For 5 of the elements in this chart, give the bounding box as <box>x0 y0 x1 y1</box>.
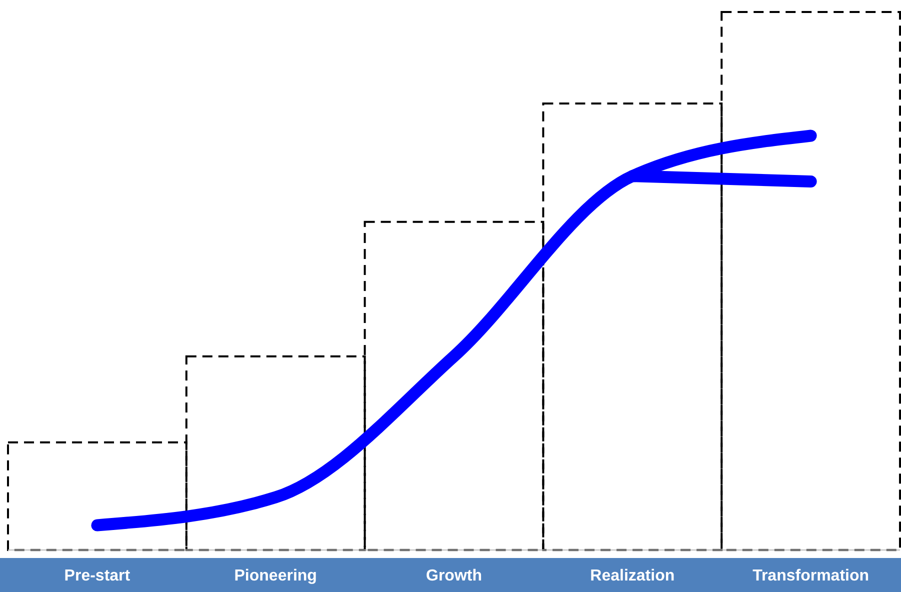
x-tick-label: Pioneering <box>234 567 317 584</box>
x-tick-label: Transformation <box>752 567 870 584</box>
x-tick-label: Growth <box>426 567 482 584</box>
x-tick-label: Pre-start <box>64 567 131 584</box>
x-tick-label: Realization <box>590 567 675 584</box>
